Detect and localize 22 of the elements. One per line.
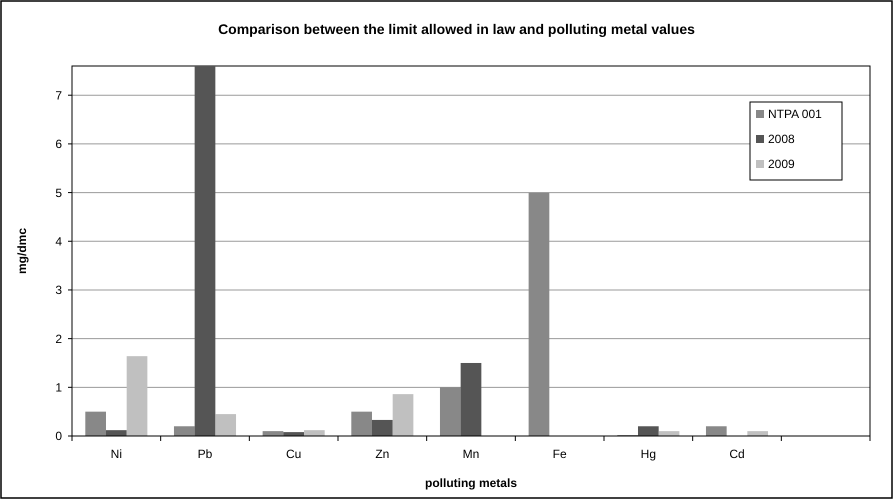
- y-tick-label: 1: [55, 380, 62, 395]
- y-tick-label: 0: [55, 429, 62, 444]
- x-tick-label: Zn: [375, 447, 390, 461]
- y-tick-label: 2: [55, 332, 62, 346]
- x-tick-label: Fe: [552, 447, 567, 461]
- x-tick-label: Pb: [198, 447, 213, 461]
- y-tick-label: 4: [55, 234, 62, 248]
- x-tick-label: Ni: [110, 447, 122, 461]
- x-tick-label: Hg: [640, 447, 656, 461]
- legend-label: NTPA 001: [768, 107, 822, 122]
- legend-label: 2009: [768, 157, 796, 172]
- chart-title: Comparison between the limit allowed in law and polluting metal values: [218, 21, 696, 37]
- y-tick-label: 5: [55, 186, 62, 200]
- legend-label: 2008: [768, 132, 796, 146]
- x-tick-label: Cd: [729, 447, 745, 461]
- y-tick-label: 3: [55, 283, 62, 298]
- y-axis-title: mg/dmc: [15, 228, 29, 274]
- x-tick-label: Mn: [462, 447, 480, 461]
- x-axis-title: polluting metals: [424, 476, 518, 490]
- y-tick-label: 7: [55, 88, 62, 102]
- y-tick-label: 6: [55, 137, 62, 152]
- x-tick-label: Cu: [286, 447, 302, 461]
